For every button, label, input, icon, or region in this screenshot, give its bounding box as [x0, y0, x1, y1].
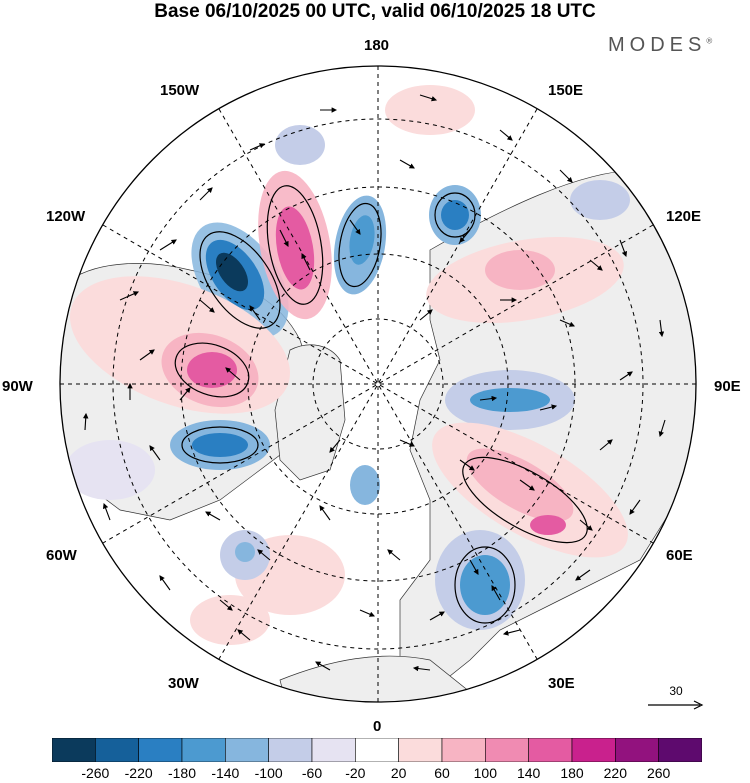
- colorbar-tick-label: -20: [345, 765, 366, 781]
- colorbar-tick-label: 220: [603, 765, 628, 781]
- reference-vector-label: 30: [669, 684, 683, 698]
- lon-label-120e: 120E: [666, 208, 702, 225]
- colorbar-swatch: [311, 738, 356, 762]
- colorbar-tick-label: -140: [211, 765, 240, 781]
- lon-label-90w: 90W: [2, 378, 33, 395]
- colorbar-swatch: [398, 738, 443, 762]
- contour-lines: [174, 185, 588, 624]
- anomaly-shading: [65, 85, 630, 645]
- colorbar-swatch: [355, 738, 399, 762]
- polar-map: [59, 65, 697, 703]
- reference-arrow-icon: [648, 700, 704, 710]
- colorbar-swatch: [658, 738, 702, 762]
- lon-label-30e: 30E: [548, 675, 575, 692]
- colorbar-swatch: [52, 738, 96, 762]
- colorbar-tick-label: -220: [124, 765, 153, 781]
- colorbar-tick-label: 60: [434, 765, 450, 781]
- colorbar-tick-label: -180: [167, 765, 197, 781]
- colorbar-swatch: [181, 738, 226, 762]
- colorbar-swatch: [138, 738, 183, 762]
- colorbar-swatch: [95, 738, 139, 762]
- colorbar-swatch: [528, 738, 573, 762]
- wind-vectors: [82, 94, 666, 672]
- colorbar-swatch: [485, 738, 529, 762]
- colorbar-swatch: [441, 738, 486, 762]
- graticule: [60, 66, 696, 702]
- colorbar-tick-label: 260: [646, 765, 671, 781]
- lon-label-60e: 60E: [666, 547, 693, 564]
- lon-label-30w: 30W: [168, 675, 199, 692]
- lon-label-180: 180: [364, 37, 390, 54]
- colorbar-swatch: [268, 738, 313, 762]
- brand-mark: ®: [706, 36, 713, 46]
- lon-label-0: 0: [373, 718, 382, 735]
- lon-label-150w: 150W: [160, 82, 200, 99]
- map-field: [60, 66, 696, 702]
- colorbar-swatch: [571, 738, 616, 762]
- lon-label-60w: 60W: [46, 547, 77, 564]
- colorbar-tick-label: -260: [81, 765, 110, 781]
- colorbar-swatch: [615, 738, 659, 762]
- colorbar-tick-label: 20: [390, 765, 407, 781]
- colorbar-swatch: [225, 738, 269, 762]
- brand-logo: MODES®: [608, 34, 712, 57]
- colorbar-tick-label: 140: [516, 765, 541, 781]
- colorbar-tick-label: -100: [254, 765, 283, 781]
- brand-text: MODES: [608, 34, 707, 56]
- lon-label-120w: 120W: [46, 208, 86, 225]
- colorbar: [52, 738, 702, 762]
- colorbar-tick-label: 100: [473, 765, 498, 781]
- colorbar-tick-label: -60: [301, 765, 323, 781]
- reference-vector: 30: [646, 684, 706, 724]
- lon-label-150e: 150E: [548, 82, 584, 99]
- lon-label-90e: 90E: [714, 378, 741, 395]
- colorbar-tick-label: 180: [560, 765, 584, 781]
- chart-title: Base 06/10/2025 00 UTC, valid 06/10/2025…: [154, 1, 596, 22]
- map-border: [59, 65, 697, 703]
